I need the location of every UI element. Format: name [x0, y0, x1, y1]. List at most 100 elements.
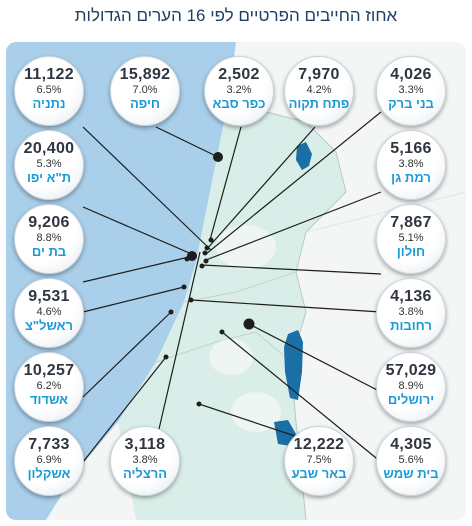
city-percent: 3.8% — [132, 454, 158, 466]
city-bubble-petah-tikva: 7,970 4.2% פתח תקוה — [284, 56, 354, 126]
city-name: בית שמש — [383, 466, 439, 481]
city-count: 7,867 — [390, 214, 432, 231]
district-line-2 — [183, 271, 297, 303]
map-title: אחוז החייבים הפרטיים לפי 16 הערים הגדולו… — [74, 6, 398, 25]
line-bat-yam — [82, 256, 190, 283]
city-bubble-jerusalem: 57,029 8.9% ירושלים — [376, 352, 446, 422]
line-netanya — [82, 126, 212, 251]
terrain-patch-3 — [231, 392, 281, 432]
city-bubble-bnei-brak: 4,026 3.3% בני ברק — [376, 56, 446, 126]
city-bubble-haifa: 15,892 7.0% חיפה — [110, 56, 180, 126]
city-name: ת"א יפו — [26, 170, 72, 185]
city-name: רחובות — [390, 318, 432, 333]
line-kfar-saba — [209, 126, 242, 241]
terrain-patch-2 — [209, 339, 253, 375]
city-percent: 4.2% — [306, 84, 332, 96]
line-rehovot — [190, 299, 382, 313]
dot-kfar-saba — [208, 237, 214, 243]
dot-haifa — [213, 152, 223, 162]
city-count: 11,122 — [24, 66, 74, 83]
city-name: בת ים — [31, 244, 67, 259]
line-tel-aviv — [82, 206, 195, 256]
dot-ramat-gan — [203, 258, 209, 264]
dot-ashdod — [168, 309, 174, 315]
city-name: חולון — [396, 244, 426, 259]
city-name: רמת גן — [391, 170, 431, 185]
city-percent: 3.3% — [398, 84, 424, 96]
city-percent: 7.0% — [132, 84, 158, 96]
line-rishon — [82, 286, 185, 313]
dot-holon — [199, 263, 205, 269]
city-bubble-rishon: 9,531 4.6% ראשל"צ — [14, 278, 84, 348]
city-bubble-bat-yam: 9,206 8.8% בת ים — [14, 204, 84, 274]
city-percent: 8.8% — [36, 232, 62, 244]
map-panel: 11,122 6.5% נתניה 15,892 7.0% חיפה 2,502… — [6, 42, 466, 520]
city-percent: 7.5% — [306, 454, 332, 466]
city-count: 57,029 — [385, 362, 437, 379]
city-count: 9,531 — [28, 288, 70, 305]
line-holon — [201, 264, 382, 275]
city-name: כפר סבא — [212, 96, 266, 111]
city-count: 15,892 — [119, 66, 171, 83]
city-percent: 8.9% — [398, 380, 424, 392]
city-count: 4,305 — [390, 436, 432, 453]
city-name: נתניה — [32, 96, 66, 111]
line-haifa — [155, 126, 219, 158]
city-percent: 6.5% — [36, 84, 62, 96]
city-percent: 5.6% — [398, 454, 424, 466]
dot-rishon — [181, 284, 187, 290]
city-count: 4,136 — [390, 288, 432, 305]
city-name: ראשל"צ — [24, 318, 74, 333]
dead-sea — [284, 330, 303, 400]
city-dots — [163, 152, 255, 407]
connector-lines — [82, 111, 382, 463]
city-percent: 4.6% — [36, 306, 62, 318]
city-name: אשקלון — [27, 466, 71, 481]
dot-rehovot — [188, 297, 194, 303]
city-name: פתח תקוה — [288, 96, 350, 111]
city-count: 12,222 — [293, 436, 345, 453]
line-bnei-brak — [205, 111, 382, 255]
city-count: 9,206 — [28, 214, 70, 231]
sea-of-galilee — [296, 142, 312, 170]
city-name: הרצליה — [122, 466, 168, 481]
dot-jerusalem — [243, 318, 255, 330]
district-line — [155, 331, 292, 363]
city-count: 5,166 — [390, 140, 432, 157]
line-beit-shemesh — [221, 331, 382, 463]
city-count: 2,502 — [218, 66, 260, 83]
dot-beit-shemesh — [219, 329, 225, 335]
dot-petah-tikva — [204, 245, 210, 251]
city-bubble-rehovot: 4,136 3.8% רחובות — [376, 278, 446, 348]
dot-bnei-brak — [202, 250, 208, 256]
city-percent: 3.8% — [398, 158, 424, 170]
city-bubble-herzliya: 3,118 3.8% הרצליה — [110, 426, 180, 496]
dot-ashkelon — [163, 354, 169, 360]
city-name: ירושלים — [387, 392, 435, 407]
line-jerusalem — [248, 323, 382, 393]
city-bubble-ramat-gan: 5,166 3.8% רמת גן — [376, 130, 446, 200]
city-count: 7,970 — [298, 66, 340, 83]
region-area — [118, 102, 346, 520]
city-count: 7,733 — [28, 436, 70, 453]
dot-tel-aviv — [187, 251, 197, 261]
city-bubble-beer-sheva: 12,222 7.5% באר שבע — [284, 426, 354, 496]
city-bubble-netanya: 11,122 6.5% נתניה — [14, 56, 84, 126]
city-percent: 5.3% — [36, 158, 62, 170]
city-percent: 3.8% — [398, 306, 424, 318]
city-bubble-beit-shemesh: 4,305 5.6% בית שמש — [376, 426, 446, 496]
city-count: 20,400 — [23, 140, 75, 157]
city-percent: 6.9% — [36, 454, 62, 466]
border-line-east — [305, 191, 466, 233]
city-bubble-kfar-saba: 2,502 3.2% כפר סבא — [204, 56, 274, 126]
city-bubble-ashkelon: 7,733 6.9% אשקלון — [14, 426, 84, 496]
line-petah-tikva — [205, 126, 316, 251]
city-name: בני ברק — [388, 96, 434, 111]
line-herzliya — [155, 251, 201, 443]
city-name: חיפה — [129, 96, 161, 111]
city-name: אשדוד — [29, 392, 69, 407]
city-bubble-holon: 7,867 5.1% חולון — [376, 204, 446, 274]
dot-bat-yam — [184, 256, 190, 262]
dot-beer-sheva — [196, 401, 202, 407]
terrain-patch — [216, 225, 276, 269]
